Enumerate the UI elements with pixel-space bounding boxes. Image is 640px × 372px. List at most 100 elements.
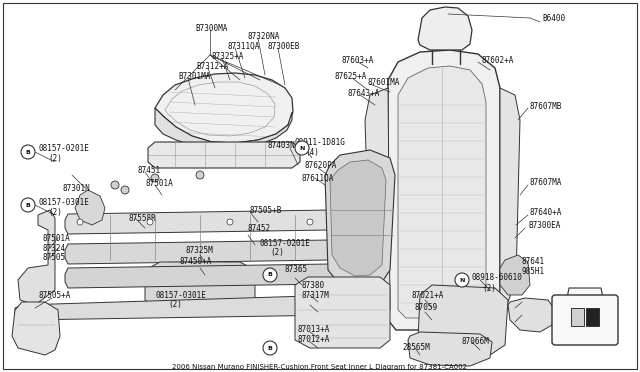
Text: 87505+B: 87505+B	[250, 205, 282, 215]
Text: 28565M: 28565M	[402, 343, 429, 353]
Text: 87450+A: 87450+A	[180, 257, 212, 266]
Text: (4): (4)	[305, 148, 319, 157]
Polygon shape	[75, 190, 105, 225]
Polygon shape	[65, 240, 335, 264]
Text: 87311QA: 87311QA	[228, 42, 260, 51]
Circle shape	[263, 268, 277, 282]
Text: 87643+A: 87643+A	[348, 89, 380, 97]
Polygon shape	[18, 210, 55, 305]
Circle shape	[307, 219, 313, 225]
Text: 87365: 87365	[285, 266, 308, 275]
Text: 08918-60610: 08918-60610	[472, 273, 523, 282]
Circle shape	[21, 145, 35, 159]
Text: 87602+A: 87602+A	[482, 55, 515, 64]
Text: 87501A: 87501A	[145, 179, 173, 187]
Text: B7300EA: B7300EA	[528, 221, 561, 230]
Text: (2): (2)	[482, 283, 496, 292]
Text: 87021+A: 87021+A	[412, 291, 444, 299]
Text: 2006 Nissan Murano FINISHER-Cushion,Front Seat Inner L Diagram for 87381-CA002: 2006 Nissan Murano FINISHER-Cushion,Fron…	[173, 364, 467, 370]
Polygon shape	[418, 285, 508, 355]
Circle shape	[196, 171, 204, 179]
Bar	[586, 308, 599, 326]
Text: 87641: 87641	[522, 257, 545, 266]
Polygon shape	[12, 302, 60, 355]
Polygon shape	[325, 150, 395, 290]
Polygon shape	[65, 210, 335, 234]
Text: 87325M: 87325M	[185, 246, 212, 254]
Polygon shape	[408, 332, 492, 366]
Text: N: N	[460, 278, 465, 282]
Text: 87403N: 87403N	[268, 141, 296, 150]
Text: 87059: 87059	[415, 304, 438, 312]
Text: 87380: 87380	[302, 280, 325, 289]
Text: (2): (2)	[270, 248, 284, 257]
Polygon shape	[508, 298, 555, 332]
Polygon shape	[330, 160, 386, 276]
FancyBboxPatch shape	[552, 295, 618, 345]
Text: (2): (2)	[168, 301, 182, 310]
Text: 87620PA: 87620PA	[305, 160, 337, 170]
Text: 87317M: 87317M	[302, 291, 330, 299]
Text: 08157-0301E: 08157-0301E	[155, 291, 206, 299]
Text: B: B	[26, 202, 31, 208]
Text: 08157-0201E: 08157-0201E	[38, 144, 89, 153]
Polygon shape	[65, 264, 335, 288]
Polygon shape	[155, 108, 292, 148]
Text: 87324: 87324	[42, 244, 65, 253]
Text: 87300EB: 87300EB	[268, 42, 300, 51]
Circle shape	[121, 186, 129, 194]
Text: 87558R: 87558R	[128, 214, 156, 222]
Text: 08157-0301E: 08157-0301E	[38, 198, 89, 206]
Polygon shape	[388, 50, 500, 330]
Text: B7301MA: B7301MA	[178, 71, 211, 80]
Circle shape	[227, 219, 233, 225]
Text: N: N	[300, 145, 305, 151]
Polygon shape	[365, 88, 390, 310]
Text: B: B	[26, 150, 31, 154]
Polygon shape	[567, 288, 603, 298]
Text: B7312+A: B7312+A	[196, 61, 228, 71]
Text: B: B	[268, 346, 273, 350]
Text: 985H1: 985H1	[522, 267, 545, 276]
Text: 87625+A: 87625+A	[335, 71, 367, 80]
Text: 87451: 87451	[138, 166, 161, 174]
Text: 87012+A: 87012+A	[298, 336, 330, 344]
Text: 87066M: 87066M	[462, 337, 490, 346]
Text: (2): (2)	[48, 208, 62, 217]
Polygon shape	[500, 88, 520, 314]
Text: 87603+A: 87603+A	[342, 55, 374, 64]
Text: 08157-0201E: 08157-0201E	[260, 238, 311, 247]
Polygon shape	[500, 255, 530, 295]
Circle shape	[77, 219, 83, 225]
Circle shape	[455, 273, 469, 287]
Text: J87001AH: J87001AH	[558, 336, 598, 344]
Circle shape	[295, 141, 309, 155]
Text: 87320NA: 87320NA	[248, 32, 280, 41]
Text: B: B	[268, 273, 273, 278]
Polygon shape	[15, 295, 345, 320]
Text: 87640+A: 87640+A	[530, 208, 563, 217]
Text: 87607MB: 87607MB	[530, 102, 563, 110]
Polygon shape	[145, 262, 255, 315]
Text: B6400: B6400	[542, 13, 565, 22]
Text: 87607MA: 87607MA	[530, 177, 563, 186]
Circle shape	[147, 219, 153, 225]
Text: 87501A: 87501A	[42, 234, 70, 243]
Circle shape	[21, 198, 35, 212]
Bar	[571, 308, 584, 326]
Text: 87452: 87452	[248, 224, 271, 232]
Polygon shape	[148, 142, 300, 168]
Circle shape	[263, 341, 277, 355]
Text: B7300MA: B7300MA	[195, 23, 227, 32]
Text: 87301N: 87301N	[62, 183, 90, 192]
Polygon shape	[295, 277, 390, 348]
Polygon shape	[398, 66, 486, 318]
Text: (2): (2)	[48, 154, 62, 163]
Text: 87601MA: 87601MA	[368, 77, 401, 87]
Text: 08911-1D81G: 08911-1D81G	[295, 138, 346, 147]
Polygon shape	[418, 7, 472, 50]
Text: 87611QA: 87611QA	[302, 173, 334, 183]
Polygon shape	[155, 73, 293, 143]
Text: 87013+A: 87013+A	[298, 326, 330, 334]
Circle shape	[151, 174, 159, 182]
